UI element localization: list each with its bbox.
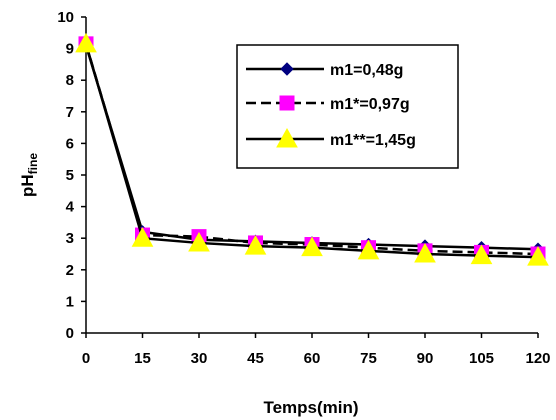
legend-marker <box>279 95 295 111</box>
y-axis-title-main: pH <box>18 174 37 197</box>
y-tick-label: 9 <box>66 41 74 58</box>
legend: m1=0,48g m1*=0,97g m1**=1,45g <box>236 44 459 169</box>
y-tick-label: 7 <box>66 104 74 121</box>
data-point <box>75 32 97 53</box>
data-point <box>527 246 549 266</box>
data-point <box>470 244 493 265</box>
x-tick-label: 15 <box>134 350 151 367</box>
y-tick-label: 5 <box>66 167 74 184</box>
y-tick-label: 1 <box>66 293 74 310</box>
x-tick-label: 30 <box>191 350 208 367</box>
legend-label: m1=0,48g <box>330 62 403 79</box>
data-point <box>357 239 380 260</box>
legend-label: m1*=0,97g <box>330 96 410 113</box>
data-point <box>131 227 154 247</box>
x-tick-label: 75 <box>360 350 377 367</box>
data-point <box>188 231 210 252</box>
y-tick-label: 6 <box>66 135 74 152</box>
data-point <box>414 242 436 263</box>
y-tick-label: 10 <box>57 9 74 26</box>
y-axis-title-sub: fine <box>26 153 40 175</box>
y-tick-label: 4 <box>66 199 75 216</box>
data-point <box>244 235 267 255</box>
x-tick-label: 60 <box>304 350 321 367</box>
legend-box <box>236 44 459 169</box>
series-layer <box>75 32 549 266</box>
y-tick-label: 8 <box>66 72 74 89</box>
series-3 <box>75 32 549 266</box>
legend-label: m1**=1,45g <box>330 132 416 149</box>
x-tick-label: 105 <box>469 350 494 367</box>
x-tick-label: 90 <box>417 350 434 367</box>
y-axis-title: pHfine <box>18 153 40 197</box>
legend-marker <box>276 127 298 148</box>
legend-item: m1**=1,45g <box>246 127 416 149</box>
x-tick-label: 120 <box>525 350 550 367</box>
legend-marker <box>280 62 294 76</box>
y-tick-label: 0 <box>66 325 74 342</box>
y-tick-label: 3 <box>66 230 74 247</box>
legend-item: m1=0,48g <box>246 62 403 79</box>
data-point <box>301 236 323 257</box>
x-tick-label: 45 <box>247 350 264 367</box>
x-tick-label: 0 <box>82 350 90 367</box>
legend-item: m1*=0,97g <box>246 95 410 113</box>
x-axis-title: Temps(min) <box>263 398 358 417</box>
y-tick-label: 2 <box>66 262 74 279</box>
